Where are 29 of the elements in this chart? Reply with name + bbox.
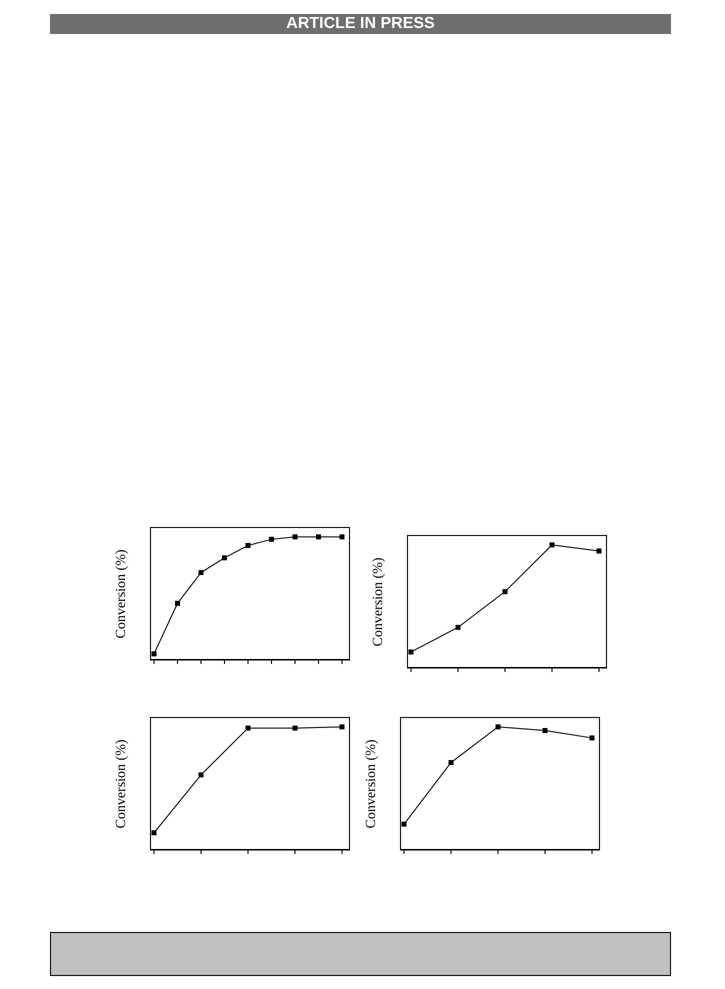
point (340, 534, 344, 540)
point (246, 542, 250, 548)
point (152, 651, 156, 656)
point (456, 624, 460, 630)
point (496, 724, 500, 730)
point (596, 548, 602, 554)
point (316, 534, 321, 540)
point (198, 772, 204, 778)
point (292, 534, 298, 540)
point (222, 555, 227, 560)
point (590, 735, 594, 740)
point (269, 536, 274, 542)
point (175, 600, 180, 606)
point (448, 760, 454, 766)
point (246, 726, 250, 731)
point (408, 649, 414, 654)
point (340, 724, 344, 730)
point (502, 589, 508, 594)
y-axis-title: Conversion (%) (114, 548, 130, 638)
y-axis-title: Conversion (%) (364, 738, 380, 828)
point (198, 570, 204, 576)
point (550, 542, 554, 548)
point (542, 728, 548, 734)
y-axis-title: Conversion (%) (114, 738, 130, 828)
y-axis-title: Conversion (%) (371, 556, 387, 646)
point (152, 830, 156, 836)
point (292, 726, 298, 731)
point (402, 822, 406, 827)
text: ARTICLE IN PRESS (286, 15, 435, 32)
